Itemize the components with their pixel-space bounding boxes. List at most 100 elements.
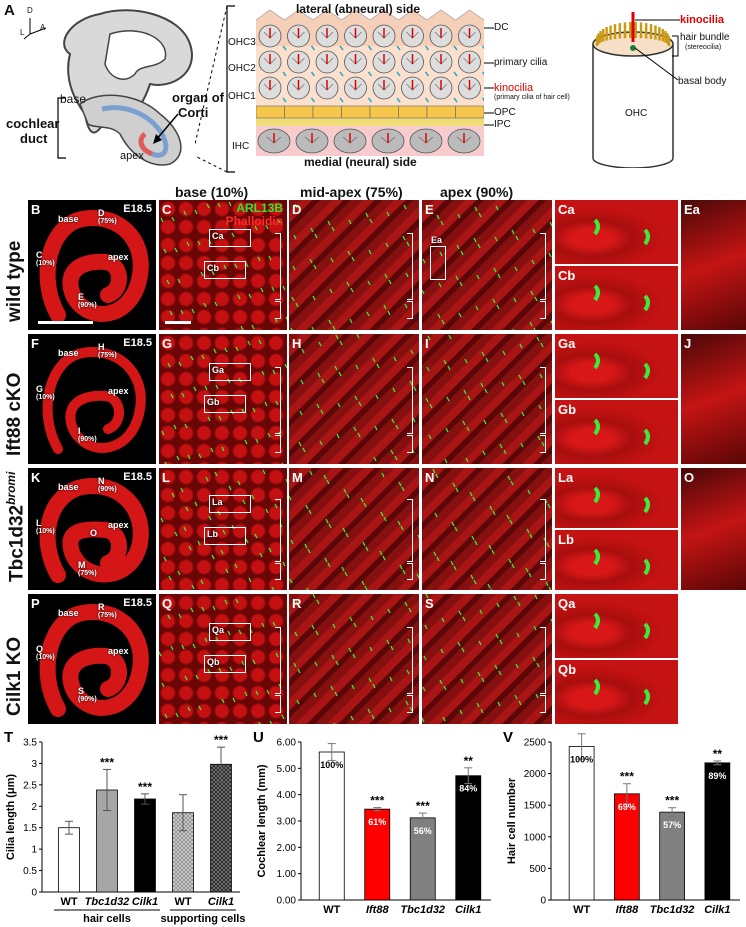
percent-label: 100% — [570, 754, 593, 764]
row-label-ohc1: OHC1 — [228, 91, 256, 102]
percent-label: 100% — [320, 760, 343, 770]
ohc-pointer-lines — [634, 19, 680, 81]
percent-label: 61% — [368, 817, 386, 827]
row-label-ohc2: OHC2 — [228, 63, 256, 74]
ohc-bracket — [275, 233, 281, 300]
whole-cochlea-image: K E18.5 base apex L (10%) N (90%) M (75%) O — [28, 468, 156, 590]
zoom-image: Ga — [555, 334, 678, 398]
cochlea-annotation: apex — [108, 386, 129, 396]
panel-letter: Ga — [558, 336, 576, 351]
extra-zoom-image: Ea — [681, 200, 746, 330]
cochlea-annotation: base — [58, 348, 79, 358]
y-tick-label: 1 — [31, 845, 37, 856]
y-tick-label: 0.00 — [277, 896, 297, 907]
y-tick-label: 3 — [31, 759, 37, 770]
panel-letter: Q — [162, 596, 173, 611]
region-image: S — [422, 594, 552, 724]
schematic-pointer-lines — [484, 27, 494, 126]
cochlea-annotation: (75%) — [98, 612, 117, 619]
panel-letter: Qb — [558, 662, 577, 677]
dc-label: DC — [494, 22, 509, 33]
axis-l-label: L — [20, 28, 25, 37]
y-tick-label: 500 — [529, 864, 546, 875]
channel-legend: ARL13B Phalloidin — [226, 202, 283, 228]
x-tick-label: Cilk1 — [704, 904, 730, 916]
cochlea-annotation: H — [98, 342, 105, 352]
corti-cells — [256, 9, 484, 154]
axis-a-label: A — [40, 23, 46, 32]
significance-label: *** — [100, 755, 114, 769]
primary-cilia-label: primary cilia — [494, 57, 548, 68]
x-tick-label: Cilk1 — [208, 896, 234, 908]
zoom-box: Ea — [430, 235, 446, 280]
ihc-bracket — [275, 301, 281, 319]
panel-letter: C — [162, 202, 172, 217]
whole-cochlea-image: B E18.5 base apex C (10%) D (75%) E (90%) — [28, 200, 156, 330]
cochlea-annotation: (10%) — [36, 260, 55, 267]
significance-label: *** — [138, 780, 152, 794]
ohc-bracket — [275, 367, 281, 434]
cochlea-annotation: M — [78, 560, 86, 570]
whole-cochlea-image: F E18.5 base apex G (10%) H (75%) I (90%) — [28, 334, 156, 464]
x-tick-label: Cilk1 — [132, 896, 158, 908]
zoom-lines — [195, 5, 235, 173]
cochlea-annotation: (75%) — [98, 218, 117, 225]
percent-label: 89% — [708, 771, 726, 781]
bar — [704, 762, 731, 901]
y-tick-label: 4.00 — [277, 790, 297, 801]
chart-v: V 0 500 1000 1500 2000 2500 Hair cell number 100… — [503, 729, 740, 916]
ihc-bracket — [275, 563, 281, 580]
bar — [210, 763, 232, 893]
row-name: Tbc1d32 — [6, 504, 28, 582]
zoom-image: Qa — [555, 594, 678, 658]
cochlea-annotation: base — [58, 482, 79, 492]
kinocilia-label: kinocilia — [494, 82, 534, 94]
significance-label: *** — [214, 733, 228, 747]
bar — [455, 775, 482, 901]
column-header-apex: apex (90%) — [440, 184, 514, 200]
zoom-box-label: Lb — [207, 529, 218, 539]
corti-schematic: lateral (abneural) side medial (neural) … — [256, 2, 484, 170]
cochlea-annotation: N — [98, 476, 105, 486]
region-image: R — [289, 594, 419, 724]
ohc-cylinder-drawing — [592, 12, 674, 168]
panel-letter: Lb — [558, 532, 574, 547]
x-tick-label: Tbc1d32 — [650, 904, 695, 916]
y-tick-label: 1500 — [524, 801, 547, 812]
ipc-label: IPC — [494, 119, 511, 130]
x-tick-label: Tbc1d32 — [400, 904, 445, 916]
zoom-box-label: Ca — [212, 231, 224, 241]
y-axis-label: Cochlear length (mm) — [256, 764, 268, 877]
panel-letter: J — [684, 336, 692, 351]
opc-label: OPC — [494, 107, 516, 118]
y-tick-label: 3.5 — [23, 738, 37, 749]
zoom-box: Lb — [204, 527, 246, 545]
row-label-ohc3: OHC3 — [228, 37, 256, 48]
row-name: wild type — [4, 240, 25, 322]
significance-label: ** — [713, 747, 723, 761]
panel-letter: Gb — [558, 402, 577, 417]
region-image: D — [289, 200, 419, 330]
ihc-bracket — [540, 301, 546, 319]
ohc-bracket — [540, 499, 546, 562]
cochlea-annotation: apex — [108, 646, 129, 656]
y-tick-label: 0 — [540, 896, 546, 907]
cochlea-annotation: G — [36, 384, 44, 394]
panel-letter-a: A — [4, 2, 15, 19]
percent-label: 56% — [414, 826, 432, 836]
region-image: H — [289, 334, 419, 464]
row-name-sup: bromi — [4, 471, 18, 505]
hair-bundle-label: hair bundle — [680, 32, 730, 43]
significance-label: ** — [464, 754, 474, 768]
scale-bar — [38, 321, 93, 324]
panel-letter: F — [31, 336, 39, 351]
panel-letter: S — [425, 596, 434, 611]
ohc-label: OHC — [625, 108, 648, 119]
extra-zoom-image: O — [681, 468, 746, 590]
cochlea-annotation: S — [78, 686, 85, 696]
row-label-ihc: IHC — [232, 141, 250, 152]
region-image: M — [289, 468, 419, 590]
zoom-image: Ca — [555, 200, 678, 264]
panel-letter: R — [292, 596, 302, 611]
ohc-bracket — [275, 627, 281, 694]
